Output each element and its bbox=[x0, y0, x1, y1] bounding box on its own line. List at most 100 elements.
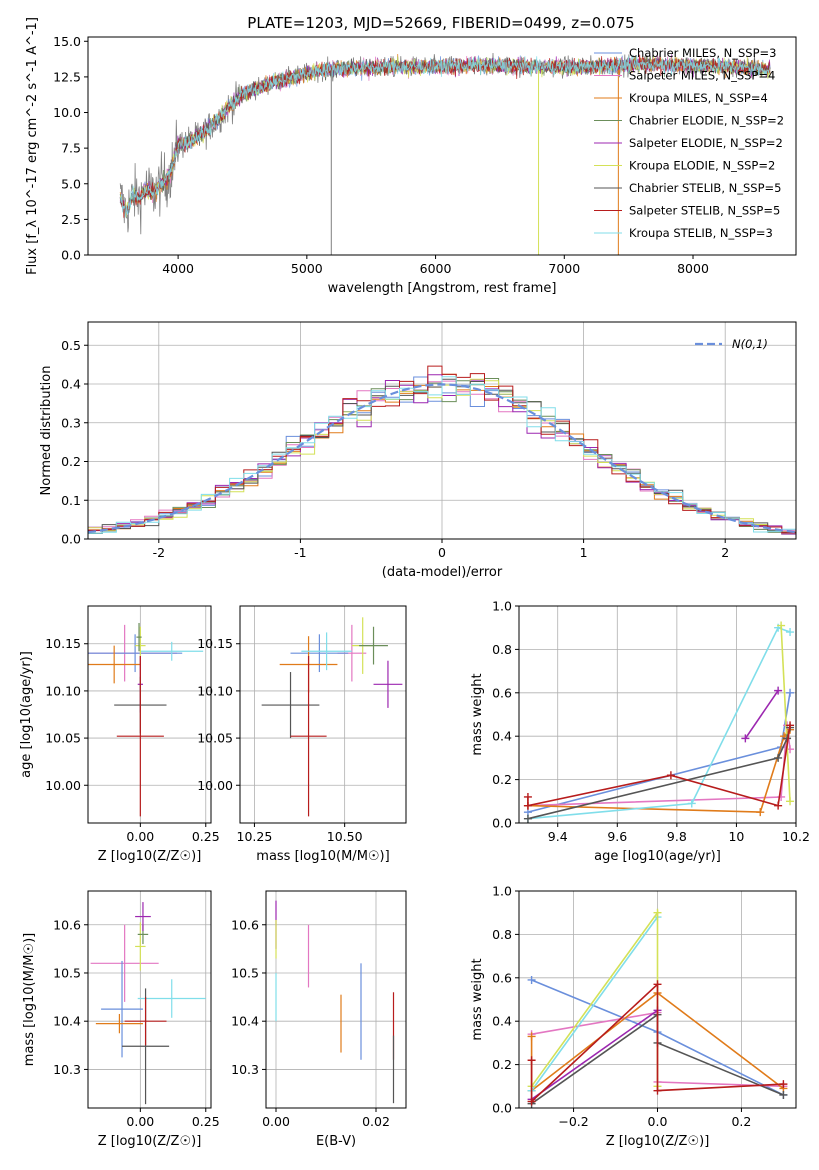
error-bar-point bbox=[90, 924, 159, 1002]
error-bar-point bbox=[136, 622, 142, 652]
x-tick-label: 6000 bbox=[420, 261, 452, 276]
axes-frame bbox=[87, 321, 797, 540]
error-bar-point bbox=[359, 626, 388, 665]
error-bar-point bbox=[137, 979, 206, 1018]
error-bar-point bbox=[140, 641, 204, 661]
x-axis-label: mass [log10(M/M☉)] bbox=[256, 849, 389, 864]
x-tick-label: 10.50 bbox=[327, 829, 363, 844]
plot-area-mass-vs-Z bbox=[90, 902, 206, 1105]
weight-series-line bbox=[744, 690, 779, 739]
plot-area-spectrum bbox=[119, 52, 771, 255]
x-tick-label: 0.2 bbox=[731, 1114, 751, 1129]
error-bar-point bbox=[261, 672, 320, 739]
x-axis-label: Z [log10(Z/Z☉)] bbox=[606, 1134, 710, 1149]
weight-series-line bbox=[527, 725, 791, 807]
axes-frame bbox=[239, 605, 407, 824]
axes-frame bbox=[265, 890, 407, 1109]
x-tick-label: 5000 bbox=[291, 261, 323, 276]
y-tick-label: 0.4 bbox=[61, 377, 81, 392]
y-tick-label: 1.0 bbox=[492, 884, 512, 899]
y-axis-label: Normed distribution bbox=[39, 366, 54, 496]
y-tick-label: 12.5 bbox=[53, 69, 81, 84]
y-tick-label: 10.05 bbox=[45, 731, 81, 746]
panel-residuals: -2 -1 0 1 2 0.0 0.1 0.2 0.3 0.4 0.5 (data-model)/er… bbox=[39, 321, 797, 580]
model-spectrum-line bbox=[119, 55, 771, 218]
y-tick-label: 0.4 bbox=[492, 729, 512, 744]
y-tick-label: 0.2 bbox=[492, 772, 512, 787]
x-tick-label: 10.25 bbox=[237, 829, 273, 844]
y-tick-label: 10.10 bbox=[197, 683, 233, 698]
weight-marker bbox=[777, 621, 786, 630]
x-tick-label: 1 bbox=[580, 545, 588, 560]
x-tick-label: 9.8 bbox=[667, 829, 687, 844]
x-tick-label: 10.2 bbox=[782, 829, 810, 844]
y-tick-label: 5.0 bbox=[61, 176, 81, 191]
x-tick-label: 2 bbox=[721, 545, 729, 560]
weight-series-line bbox=[527, 692, 791, 813]
x-tick-label: 0.00 bbox=[126, 829, 154, 844]
plot-area-weight-vs-Z bbox=[527, 908, 788, 1108]
x-tick-label: 0.25 bbox=[192, 1114, 220, 1129]
x-tick-label: 0.0 bbox=[648, 1114, 668, 1129]
weight-series-line bbox=[527, 725, 791, 807]
error-bar-point bbox=[95, 1013, 143, 1034]
legend-label: Kroupa STELIB, N_SSP=3 bbox=[629, 226, 773, 240]
panel-age-vs-mass: 10.25 10.50 10.00 10.05 10.10 10.15 mass [log1… bbox=[197, 605, 407, 864]
plot-area-age-vs-Z bbox=[88, 622, 204, 817]
y-axis-label: Flux [f_λ 10^-17 erg cm^-2 s^-1 A^-1] bbox=[25, 17, 40, 275]
weight-series-line bbox=[531, 1009, 658, 1100]
y-tick-label: 10.0 bbox=[53, 105, 81, 120]
error-bar-point bbox=[290, 656, 327, 817]
weight-marker bbox=[666, 771, 675, 780]
y-axis-label: mass weight bbox=[470, 673, 485, 755]
weight-marker bbox=[774, 686, 783, 695]
x-axis-label: (data-model)/error bbox=[382, 565, 503, 580]
y-tick-label: 10.4 bbox=[53, 1014, 81, 1029]
x-tick-label: 9.6 bbox=[607, 829, 627, 844]
x-tick-label: 0.25 bbox=[192, 829, 220, 844]
y-tick-label: 2.5 bbox=[61, 212, 81, 227]
plot-area-mass-vs-ebv bbox=[275, 900, 395, 1104]
y-axis-label: mass [log10(M/M☉)] bbox=[22, 933, 37, 1066]
axes-frame bbox=[87, 36, 797, 256]
error-bar-point bbox=[116, 656, 164, 817]
panel-weight-vs-age: 9.4 9.6 9.8 10 10.2 0.0 0.2 0.4 0.6 0.8 1.0 age [lo… bbox=[470, 599, 810, 865]
y-tick-label: 7.5 bbox=[61, 141, 81, 156]
y-tick-label: 10.3 bbox=[231, 1062, 259, 1077]
weight-marker bbox=[687, 799, 696, 808]
axes-frame bbox=[87, 890, 212, 1109]
figure-title: PLATE=1203, MJD=52669, FIBERID=0499, z=0… bbox=[247, 14, 634, 32]
x-axis-label: E(B-V) bbox=[316, 1134, 356, 1149]
legend-label: Kroupa MILES, N_SSP=4 bbox=[629, 91, 768, 105]
axes-frame bbox=[518, 890, 797, 1109]
weight-marker bbox=[527, 975, 536, 984]
plot-area-residuals bbox=[88, 365, 796, 535]
y-tick-label: 0.6 bbox=[492, 685, 512, 700]
weight-marker bbox=[786, 797, 795, 806]
legend-label: Kroupa ELODIE, N_SSP=2 bbox=[629, 159, 775, 173]
x-axis-label: wavelength [Angstrom, rest frame] bbox=[328, 281, 557, 296]
legend-label: Chabrier STELIB, N_SSP=5 bbox=[629, 181, 781, 195]
x-tick-label: 9.4 bbox=[548, 829, 568, 844]
legend-label: Chabrier MILES, N_SSP=3 bbox=[629, 46, 776, 60]
axes-frame bbox=[518, 605, 797, 824]
y-tick-label: 1.0 bbox=[492, 599, 512, 614]
y-tick-label: 0.0 bbox=[61, 248, 81, 263]
plot-area-age-vs-mass bbox=[261, 617, 403, 817]
weight-marker bbox=[527, 1032, 536, 1041]
y-tick-label: 10.6 bbox=[231, 917, 259, 932]
axes-frame bbox=[87, 605, 212, 824]
y-tick-label: 0.0 bbox=[492, 1101, 512, 1116]
y-tick-label: 10.00 bbox=[45, 778, 81, 793]
weight-marker bbox=[741, 734, 750, 743]
y-tick-label: 0.4 bbox=[492, 1014, 512, 1029]
y-axis-label: age [log10(age/yr)] bbox=[19, 651, 34, 778]
x-tick-label: −0.2 bbox=[558, 1114, 588, 1129]
weight-series-line bbox=[780, 625, 791, 802]
y-tick-label: 0.3 bbox=[61, 415, 81, 430]
weight-series-line bbox=[530, 910, 659, 1087]
x-axis-label: Z [log10(Z/Z☉)] bbox=[98, 1134, 202, 1149]
weight-marker bbox=[756, 808, 765, 817]
x-axis-label: Z [log10(Z/Z☉)] bbox=[98, 849, 202, 864]
